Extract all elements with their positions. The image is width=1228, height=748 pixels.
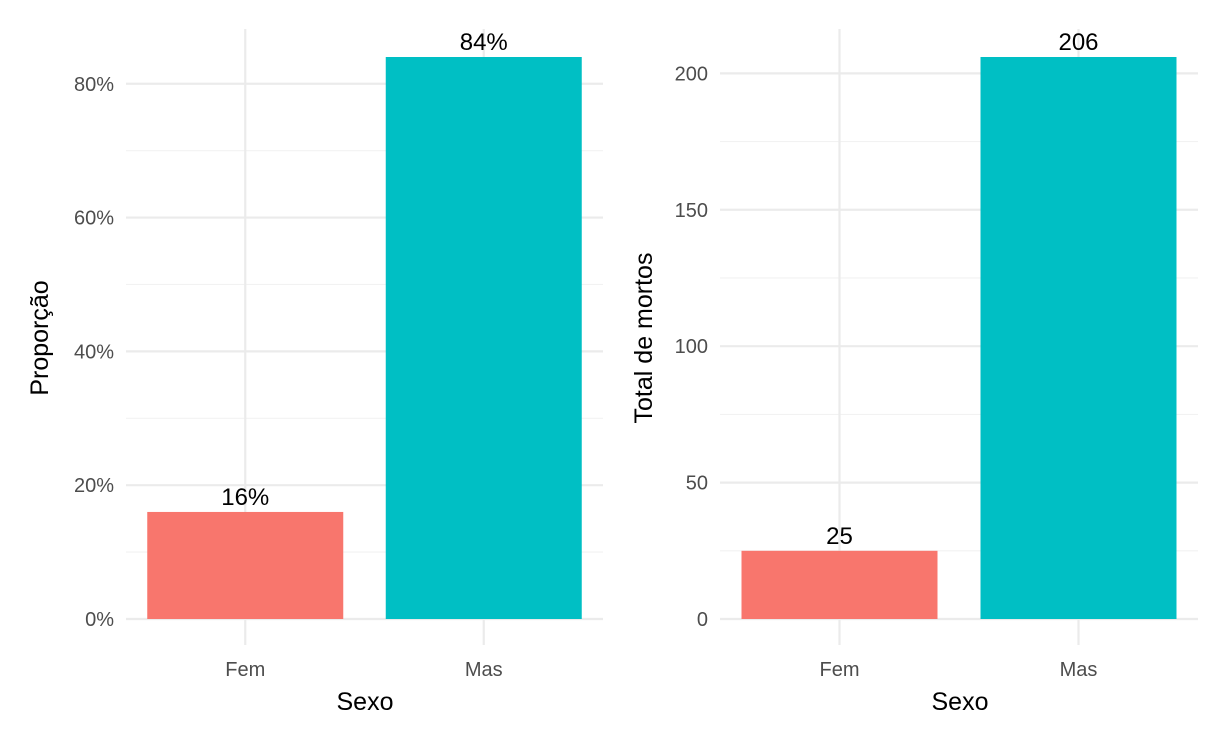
x-axis-title: Sexo: [932, 688, 989, 716]
y-tick-label: 100: [675, 336, 708, 358]
bar-fem: [741, 550, 938, 619]
x-tick-label: Mas: [465, 659, 503, 681]
y-axis-title: Total de mortos: [630, 253, 658, 424]
data-label-mas: 84%: [460, 29, 508, 56]
x-tick-label: Fem: [820, 659, 860, 681]
y-tick-label: 20%: [74, 475, 114, 497]
data-label-fem: 16%: [221, 484, 269, 511]
y-tick-label: 50: [686, 473, 708, 495]
y-tick-label: 0: [697, 609, 708, 631]
y-tick-label: 60%: [74, 208, 114, 230]
x-axis-title: Sexo: [337, 688, 394, 716]
proportion-chart: 16% 84% 0% 20% 40% 60% 80% Fem Mas Sexo Proporção: [26, 29, 603, 716]
y-axis-title: Proporção: [26, 280, 54, 395]
y-tick-label: 40%: [74, 341, 114, 363]
x-tick-label: Mas: [1060, 659, 1098, 681]
y-tick-label: 200: [675, 63, 708, 85]
total-deaths-chart: 25 206 0 50 100 150 200 Fem Mas Sexo Total de mort…: [630, 29, 1198, 716]
bar-fem: [147, 511, 344, 619]
bar-mas: [980, 57, 1177, 619]
y-tick-label: 150: [675, 200, 708, 222]
y-tick-label: 80%: [74, 74, 114, 96]
data-label-mas: 206: [1058, 29, 1098, 56]
y-tick-label: 0%: [85, 609, 114, 631]
data-label-fem: 25: [826, 523, 853, 550]
x-tick-label: Fem: [225, 659, 265, 681]
bar-mas: [385, 57, 582, 619]
